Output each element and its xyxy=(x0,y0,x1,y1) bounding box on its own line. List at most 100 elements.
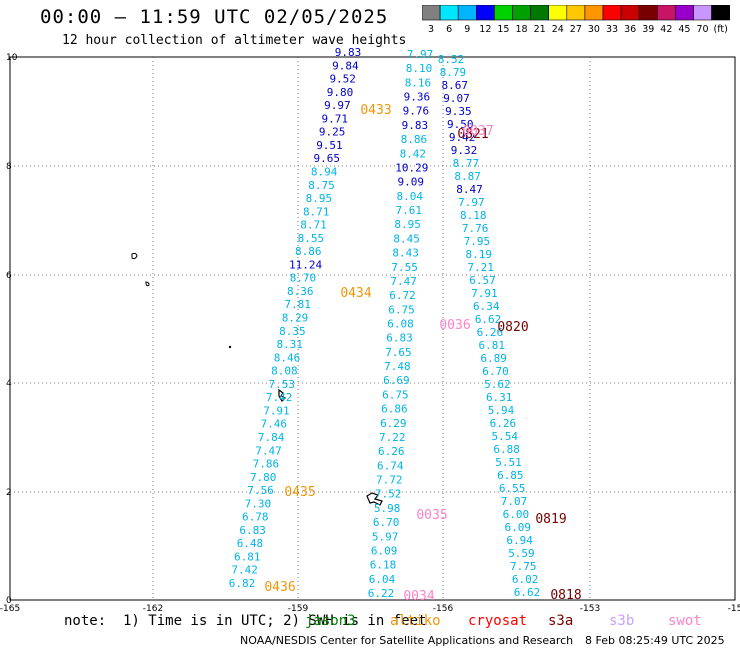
swh-value: 6.31 xyxy=(486,391,513,404)
y-tick-label: 8 xyxy=(6,162,12,172)
swh-value: 9.25 xyxy=(319,126,346,139)
note-text: note: 1) Time is in UTC; 2) SWH is in fe… xyxy=(64,613,427,629)
swh-value: 8.52 xyxy=(438,53,465,66)
swh-value: 9.35 xyxy=(445,105,472,118)
swh-value: 6.72 xyxy=(389,289,416,302)
swh-value: 6.55 xyxy=(499,482,526,495)
swh-value: 6.09 xyxy=(504,521,531,534)
swh-value: 8.35 xyxy=(279,325,306,338)
colorbar-label: 3 xyxy=(428,24,434,35)
colorbar-label: 42 xyxy=(660,24,672,35)
time-stamp-label: 0820 xyxy=(497,320,528,335)
swh-value: 7.91 xyxy=(471,287,498,300)
colorbar-swatch xyxy=(711,5,731,21)
colorbar-legend: 3 6 9 12 15 18 21 24 27 30 33 36 39 42 45 70 (ft) xyxy=(422,5,731,35)
legend-altiko: altiko xyxy=(390,613,441,629)
swh-value: 7.84 xyxy=(258,431,285,444)
swh-value: 9.36 xyxy=(404,91,431,104)
y-tick-label: 4 xyxy=(6,379,12,389)
swh-value: 5.59 xyxy=(508,547,535,560)
swh-value: 6.82 xyxy=(229,577,256,590)
timestamp-text: 8 Feb 08:25:49 UTC 2025 xyxy=(585,634,725,647)
time-stamp-label: 0036 xyxy=(439,318,470,333)
swh-value: 6.70 xyxy=(373,516,400,529)
swh-value: 5.54 xyxy=(492,430,519,443)
colorbar-label: 9 xyxy=(464,24,470,35)
colorbar-label: 15 xyxy=(497,24,509,35)
swh-value: 5.98 xyxy=(374,502,401,515)
swh-value: 5.62 xyxy=(484,378,511,391)
swh-value: 8.79 xyxy=(440,66,467,79)
swh-value: 8.47 xyxy=(456,183,483,196)
swh-value: 6.34 xyxy=(473,300,500,313)
swh-value: 6.88 xyxy=(493,443,520,456)
swh-value: 9.97 xyxy=(324,99,351,112)
colorbar-label: 24 xyxy=(552,24,564,35)
swh-value: 7.07 xyxy=(501,495,528,508)
swh-value: 8.75 xyxy=(308,179,335,192)
swh-value: 8.19 xyxy=(466,248,493,261)
swh-value: 7.52 xyxy=(375,488,402,501)
legend-swot: swot xyxy=(668,613,702,629)
credit-text: NOAA/NESDIS Center for Satellite Applica… xyxy=(240,634,574,647)
time-stamp-label: 0818 xyxy=(550,588,581,603)
colorbar-label: 33 xyxy=(606,24,618,35)
swh-value: 7.97 xyxy=(458,196,485,209)
x-tick-label: -165 xyxy=(0,604,20,612)
swh-value: 6.78 xyxy=(242,511,269,524)
time-stamp-label: 0433 xyxy=(360,103,391,118)
x-tick-label: -162 xyxy=(143,604,163,612)
colorbar-label: (ft) xyxy=(713,24,727,35)
colorbar-label: 21 xyxy=(534,24,546,35)
swh-value: 6.74 xyxy=(377,459,404,472)
x-tick-label: -153 xyxy=(580,604,600,612)
legend-s3a: s3a xyxy=(548,613,574,629)
colorbar-label: 12 xyxy=(479,24,491,35)
swh-value: 8.42 xyxy=(400,147,427,160)
colorbar-label: 36 xyxy=(624,24,636,35)
swh-value: 7.21 xyxy=(467,261,494,274)
map-frame xyxy=(9,56,736,601)
swh-value: 9.09 xyxy=(398,176,425,189)
swh-value: 10.29 xyxy=(395,161,428,174)
swh-value: 7.86 xyxy=(253,458,280,471)
time-stamp-label: 0819 xyxy=(535,512,566,527)
swh-value: 7.47 xyxy=(255,444,282,457)
y-tick-label: 2 xyxy=(6,488,12,498)
time-stamp-label: 0821 xyxy=(457,127,488,142)
swh-value: 7.22 xyxy=(379,431,406,444)
swh-value: 7.42 xyxy=(231,564,258,577)
swh-value: 7.91 xyxy=(263,404,290,417)
swh-value: 9.07 xyxy=(443,92,470,105)
swh-value: 6.69 xyxy=(383,374,410,387)
swh-value: 6.26 xyxy=(490,417,517,430)
swh-value: 6.57 xyxy=(469,274,496,287)
swh-value: 6.81 xyxy=(234,550,261,563)
island-coastline xyxy=(366,492,383,506)
colorbar-label: 45 xyxy=(678,24,690,35)
swh-value: 8.94 xyxy=(311,165,338,178)
swh-value: 8.67 xyxy=(441,79,468,92)
swh-value: 6.26 xyxy=(378,445,405,458)
swh-value: 6.70 xyxy=(482,365,509,378)
colorbar-label: 18 xyxy=(516,24,528,35)
island-coastline xyxy=(278,388,287,402)
swh-value: 9.83 xyxy=(335,46,362,59)
legend-cryosat: cryosat xyxy=(468,613,528,629)
swh-value: 6.22 xyxy=(368,587,395,600)
swh-value: 7.61 xyxy=(395,204,422,217)
swh-value: 8.95 xyxy=(394,218,421,231)
swh-value: 7.95 xyxy=(464,235,491,248)
swh-value: 6.08 xyxy=(387,318,414,331)
swh-value: 7.97 xyxy=(407,48,434,61)
time-stamp-label: 0436 xyxy=(264,580,295,595)
x-tick-label: -159 xyxy=(288,604,309,612)
swh-value: 7.55 xyxy=(391,261,418,274)
swh-value: 7.30 xyxy=(245,497,272,510)
swh-value: 5.94 xyxy=(488,404,515,417)
swh-value: 7.56 xyxy=(247,484,274,497)
swh-value: 8.43 xyxy=(392,247,419,260)
swh-value: 6.86 xyxy=(381,403,408,416)
y-tick-label: 10 xyxy=(6,53,18,63)
swh-value: 9.32 xyxy=(451,144,478,157)
